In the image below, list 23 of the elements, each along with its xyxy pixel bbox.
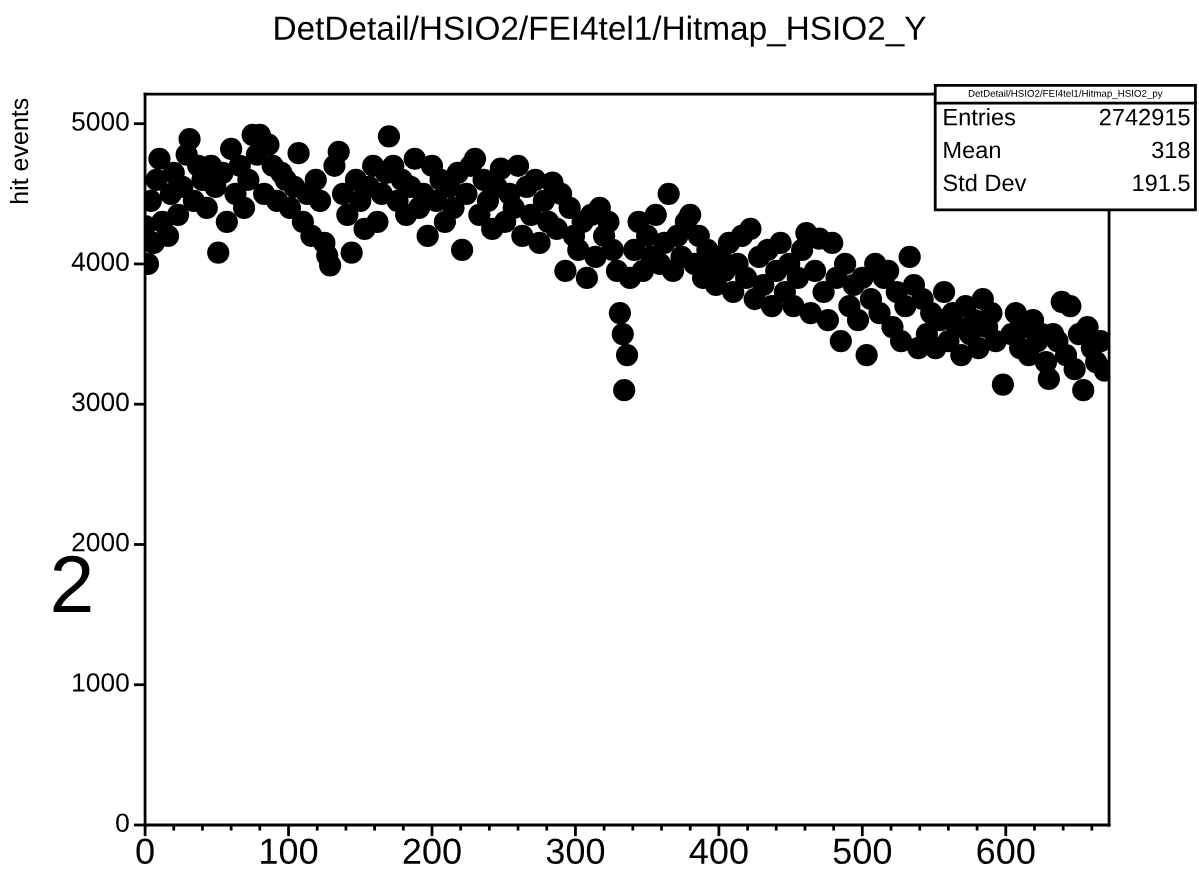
annotation: 2742915 (1099, 108, 1190, 126)
x-tick-label: 400 (689, 838, 748, 865)
x-tick-label: 200 (403, 838, 461, 865)
y-axis-title: hit events (9, 98, 29, 204)
x-tick-label: 600 (977, 838, 1035, 865)
chart-title: DetDetail/HSIO2/FEI4tel1/Hitmap_HSIO2_Y (275, 15, 926, 47)
x-tick-label: 300 (546, 838, 605, 865)
x-tick-label: 0 (136, 838, 154, 865)
x-tick-label: 500 (833, 838, 892, 865)
annotation: Mean (944, 141, 1000, 159)
y-tick-label: 1000 (73, 673, 129, 692)
annotation: DetDetail/HSIO2/FEI4tel1/Hitmap_HSIO2_py (968, 89, 1163, 99)
annotation: Std Dev (943, 173, 1027, 192)
text: 318 (1152, 141, 1190, 159)
annotation: Entries (944, 108, 1016, 126)
y-tick-label: 5000 (72, 112, 129, 131)
y-tick-label: 3000 (72, 392, 129, 412)
x-tick-label: 100 (261, 838, 318, 865)
text: 2 (53, 555, 91, 613)
text: 191.5 (1133, 174, 1190, 192)
y-tick-label: 2000 (72, 532, 129, 552)
y-tick-label: 0 (116, 813, 129, 833)
y-tick-label: 4000 (71, 252, 129, 272)
